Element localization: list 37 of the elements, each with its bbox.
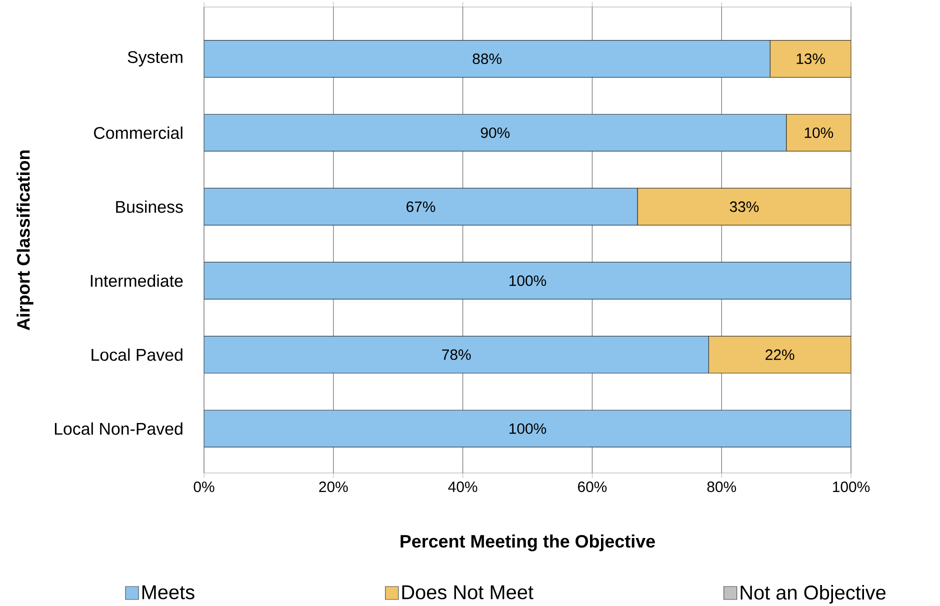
data-label: 100% (510, 275, 546, 286)
x-axis-title: Percent Meeting the Objective (400, 534, 655, 552)
x-tick-label: 60% (578, 482, 607, 492)
y-axis-title: Airport Classification (16, 150, 34, 330)
bar (204, 410, 852, 448)
y-tick-label: Business (116, 200, 183, 213)
legend-label: Meets (142, 585, 194, 600)
bar (204, 40, 770, 78)
x-tick-label: 100% (833, 482, 870, 492)
data-label: 100% (510, 423, 546, 434)
y-tick-label: Commercial (94, 126, 182, 139)
x-tick-label: 80% (707, 482, 736, 492)
legend-label: Does Not Meet (402, 585, 534, 600)
data-label: 67% (406, 201, 436, 212)
bar (204, 262, 852, 300)
y-tick-label: Local Non-Paved (54, 422, 182, 435)
data-label: 90% (480, 127, 510, 138)
x-tick-label: 40% (448, 482, 478, 492)
x-tick-label: 0% (194, 482, 214, 492)
bar (204, 114, 787, 152)
y-tick-label: Intermediate (90, 274, 183, 287)
data-label: 13% (796, 53, 825, 64)
bar (204, 336, 709, 374)
bar (770, 40, 852, 78)
data-label: 10% (804, 127, 834, 138)
x-tick-label: 20% (319, 482, 348, 492)
data-label: 33% (730, 201, 759, 212)
y-tick-label: Local Paved (92, 348, 182, 361)
bar (786, 114, 852, 152)
data-label: 22% (766, 349, 794, 360)
legend-label: Not an Objective (740, 585, 886, 604)
bar (204, 188, 638, 226)
data-label: 88% (472, 53, 502, 64)
bar (708, 336, 852, 374)
y-tick-label: System (128, 51, 182, 66)
data-label: 78% (442, 349, 471, 360)
bar (637, 188, 852, 226)
